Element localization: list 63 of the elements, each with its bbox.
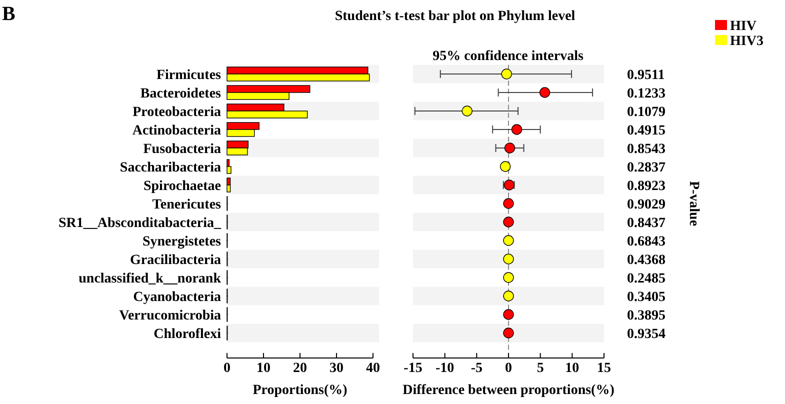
legend-label: HIV xyxy=(730,19,756,34)
y2-tick-label: 0.3895 xyxy=(627,308,666,324)
x-axis-title: Difference between proportions(%) xyxy=(402,383,615,398)
point xyxy=(503,254,514,264)
point xyxy=(503,198,514,209)
x-tick-label: 20 xyxy=(293,361,307,376)
x-tick-label: -5 xyxy=(470,361,483,376)
y2-tick-label: 0.1233 xyxy=(627,86,666,102)
y-tick-label: Firmicutes xyxy=(156,68,222,83)
y-tick-label: Bacteroidetes xyxy=(140,86,222,102)
x-axis-title: Proportions(%) xyxy=(252,383,348,398)
x-tick-label: 10 xyxy=(565,361,580,376)
y2-tick-label: 0.8923 xyxy=(627,179,666,194)
y2-tick-label: 0.1079 xyxy=(627,105,666,120)
y2-tick-label: 0.8543 xyxy=(627,142,666,157)
y2-tick-label: 0.4368 xyxy=(627,253,666,268)
point xyxy=(462,106,472,116)
y-tick-label: Spirochaetae xyxy=(143,179,221,194)
y-tick-label: Chloroflexi xyxy=(154,327,222,342)
y2-tick-label: 0.2485 xyxy=(627,272,666,286)
point xyxy=(503,272,514,283)
text: Student’s t-test bar plot on Phylum level xyxy=(334,9,576,24)
x-tick-label: 0 xyxy=(224,361,230,376)
y-tick-label: Cyanobacteria xyxy=(133,290,221,305)
point xyxy=(511,124,522,135)
x-tick-label: -15 xyxy=(404,361,422,376)
point xyxy=(503,309,514,320)
y2-tick-label: 0.8437 xyxy=(627,216,666,231)
y2-axis-title: P-value xyxy=(686,180,701,226)
x-tick-label: 5 xyxy=(536,361,544,376)
y-tick-label: Tenericutes xyxy=(152,198,222,212)
x-tick-label: -10 xyxy=(435,361,454,376)
y2-tick-label: 0.3405 xyxy=(627,290,666,305)
y-tick-label: Gracilibacteria xyxy=(130,253,221,268)
y-tick-label: Fusobacteria xyxy=(143,142,221,157)
point xyxy=(503,290,514,302)
y-tick-label: Actinobacteria xyxy=(132,124,221,138)
y2-tick-label: 0.9354 xyxy=(627,327,666,342)
chart-title: 95% confidence intervals xyxy=(432,49,584,64)
x-tick-label: 0 xyxy=(505,361,512,376)
y-tick-label: unclassified_k__norank xyxy=(78,272,222,286)
y-tick-label: Synergistetes xyxy=(142,234,222,250)
y2-tick-label: 0.2837 xyxy=(627,160,666,176)
point xyxy=(501,68,512,80)
x-tick-label: 30 xyxy=(330,361,344,376)
x-tick-label: 15 xyxy=(597,361,611,376)
y-tick-label: Verrucomicrobia xyxy=(119,308,221,324)
legend-label: HIV3 xyxy=(730,34,764,49)
y-tick-label: SR1__Absconditabacteria_ xyxy=(58,216,222,231)
text: B xyxy=(2,3,16,25)
y-tick-label: Proteobacteria xyxy=(132,105,221,120)
point xyxy=(504,142,516,154)
y2-tick-label: 0.4915 xyxy=(627,124,666,138)
point xyxy=(503,328,514,338)
point xyxy=(503,235,514,246)
x-tick-label: 10 xyxy=(256,361,270,376)
point xyxy=(503,216,514,228)
y-tick-label: Saccharibacteria xyxy=(120,160,221,176)
y2-tick-label: 0.9511 xyxy=(627,68,665,83)
x-tick-label: 40 xyxy=(366,361,380,376)
y2-tick-label: 0.6843 xyxy=(627,234,666,250)
point xyxy=(539,87,550,98)
y2-tick-label: 0.9029 xyxy=(627,198,666,212)
